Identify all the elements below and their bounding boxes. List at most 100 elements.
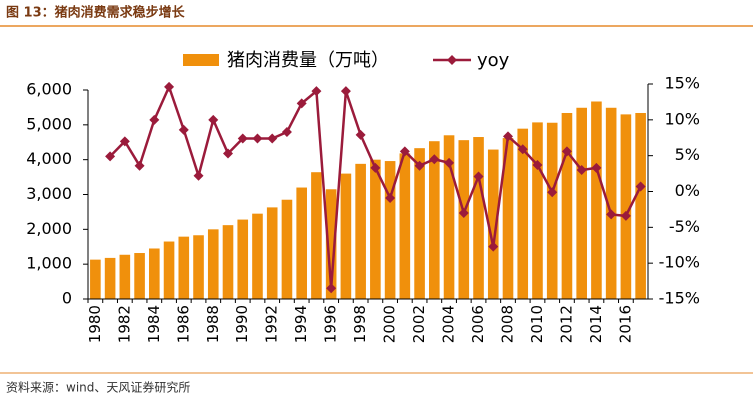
bar: [193, 235, 204, 299]
bar: [399, 153, 411, 299]
x-tick-label: 1980: [86, 305, 104, 343]
bar: [178, 236, 190, 299]
line-marker: [105, 151, 116, 162]
line-marker: [414, 160, 425, 171]
line-marker: [576, 165, 587, 175]
bar: [90, 259, 101, 299]
y2-tick-label: -10%: [659, 253, 700, 272]
line-marker: [635, 181, 646, 192]
line-marker: [473, 171, 484, 182]
line-marker: [444, 157, 455, 168]
line-marker: [620, 210, 631, 221]
x-tick-label: 1994: [292, 305, 310, 343]
x-tick-label: 1992: [263, 305, 281, 343]
bar: [252, 213, 263, 299]
line-marker: [223, 148, 233, 159]
bar: [620, 114, 632, 299]
y2-tick-label: -5%: [669, 217, 700, 236]
bar: [561, 112, 573, 300]
bar: [443, 135, 455, 299]
line-marker: [503, 131, 513, 142]
bar: [414, 148, 425, 299]
legend-label: 猪肉消费量（万吨）: [227, 50, 389, 71]
line-marker: [164, 81, 175, 92]
bar: [149, 248, 160, 299]
bar: [207, 229, 219, 299]
line-marker: [149, 114, 160, 125]
y-tick-label: 2,000: [26, 219, 72, 238]
y2-tick-label: 0%: [675, 181, 700, 200]
y-tick-label: 0: [62, 289, 72, 308]
y-tick-label: 5,000: [26, 114, 72, 133]
line-marker: [311, 86, 322, 97]
line-marker: [134, 160, 145, 171]
line-marker: [281, 127, 292, 138]
line-marker: [252, 133, 263, 144]
line-marker: [606, 209, 617, 220]
line-marker: [385, 192, 396, 203]
y2-tick-label: -15%: [659, 289, 700, 308]
y2-tick-label: 10%: [664, 109, 700, 128]
x-tick-label: 1990: [233, 305, 251, 343]
source-note: 资料来源：wind、天风证券研究所: [6, 380, 190, 395]
line-marker: [517, 144, 528, 155]
x-tick-label: 1984: [145, 305, 163, 343]
bar: [237, 219, 249, 299]
x-tick-label: 2014: [587, 305, 605, 343]
line-marker: [355, 129, 366, 140]
bar: [266, 207, 278, 299]
y-tick-label: 3,000: [26, 184, 72, 203]
bar: [281, 199, 293, 299]
bar: [355, 163, 366, 299]
bar: [384, 161, 396, 299]
x-tick-label: 1988: [204, 305, 222, 343]
bar: [163, 241, 175, 299]
bar: [340, 173, 352, 299]
bar: [591, 101, 602, 300]
x-tick-label: 1996: [322, 305, 340, 343]
bar: [325, 189, 337, 299]
x-tick-label: 2002: [410, 305, 428, 343]
bar: [635, 112, 646, 300]
line-marker: [340, 86, 351, 97]
line-marker: [399, 146, 410, 157]
x-tick-label: 2008: [499, 305, 517, 343]
line-marker: [561, 146, 572, 157]
bar: [502, 138, 514, 299]
bar: [458, 140, 470, 299]
line-marker: [208, 114, 219, 125]
x-tick-label: 1998: [351, 305, 369, 343]
bar: [532, 122, 543, 300]
line-marker: [532, 159, 543, 170]
bar: [517, 128, 529, 299]
figure-title: 图 13：猪肉消费需求稳步增长: [6, 5, 186, 21]
bar: [311, 172, 322, 299]
x-tick-label: 2016: [616, 305, 634, 343]
line-marker: [547, 187, 558, 198]
x-tick-label: 2000: [381, 305, 399, 343]
bar: [134, 253, 145, 299]
x-tick-label: 1982: [115, 305, 133, 343]
y-tick-label: 6,000: [26, 80, 72, 99]
line-marker: [119, 136, 130, 147]
line-marker: [458, 208, 469, 218]
y-tick-label: 1,000: [26, 254, 72, 273]
legend-swatch: [183, 54, 219, 66]
line-marker: [591, 162, 602, 173]
line-marker: [296, 98, 307, 109]
legend-marker: [447, 55, 457, 65]
bar: [429, 141, 440, 299]
bar: [296, 187, 307, 299]
x-tick-label: 2010: [528, 305, 546, 343]
x-tick-label: 2006: [469, 305, 487, 343]
bar: [222, 225, 234, 299]
bar: [605, 107, 617, 299]
y2-tick-label: 15%: [664, 74, 700, 93]
bar: [104, 257, 116, 299]
y-tick-label: 4,000: [26, 149, 72, 168]
line-marker: [488, 241, 499, 252]
line-marker: [370, 162, 381, 173]
line-marker: [237, 133, 248, 144]
bar: [487, 149, 499, 299]
